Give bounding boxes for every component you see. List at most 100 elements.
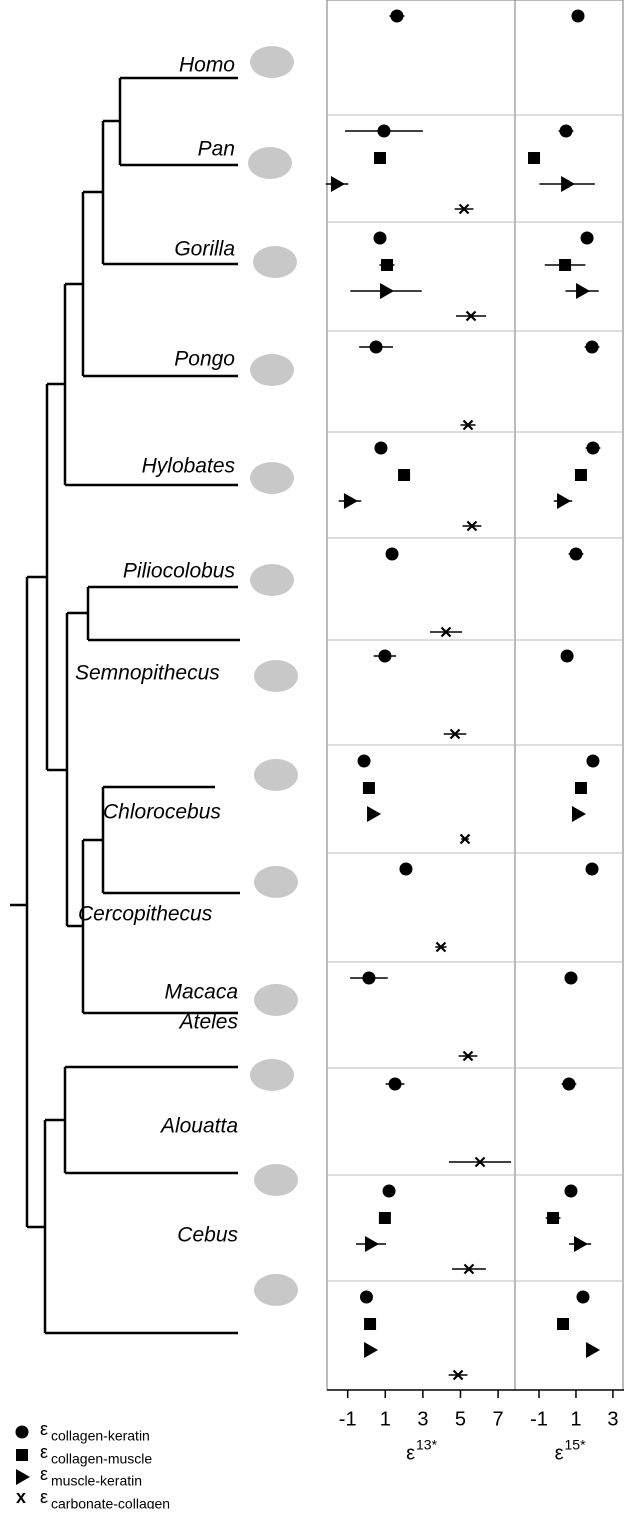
taxon-label: Macaca <box>164 981 238 1004</box>
legend-marker <box>16 1449 28 1461</box>
data-point <box>561 650 574 663</box>
animal-icon <box>250 46 294 78</box>
data-point <box>586 442 599 455</box>
data-point <box>569 548 582 561</box>
data-point <box>564 1185 577 1198</box>
animal-icon <box>254 984 298 1016</box>
x-tick-label: 7 <box>493 1408 504 1430</box>
data-point <box>586 1342 600 1358</box>
animal-icon <box>254 866 298 898</box>
x-tick-label: -1 <box>530 1408 548 1430</box>
data-point <box>360 1291 373 1304</box>
data-point <box>557 1318 569 1330</box>
animal-icon <box>250 564 294 596</box>
data-point <box>399 863 412 876</box>
legend-label: carbonate-collagen <box>51 1496 170 1509</box>
x-axis-label-sup: 13* <box>416 1437 438 1453</box>
taxon-label: Ateles <box>178 1011 239 1034</box>
taxon-label: Gorilla <box>174 238 235 261</box>
animal-icon <box>254 660 298 692</box>
data-point <box>576 283 590 299</box>
taxon-label: Cebus <box>177 1224 238 1247</box>
data-point <box>381 259 393 271</box>
data-point <box>374 232 387 245</box>
data-point <box>586 863 599 876</box>
animal-icon <box>254 759 298 791</box>
data-point <box>365 1236 379 1252</box>
animal-icon <box>248 147 292 179</box>
taxon-label: Pongo <box>174 348 235 371</box>
taxon-label: Pan <box>198 138 235 161</box>
legend-label: muscle-keratin <box>51 1473 142 1489</box>
data-point <box>377 125 390 138</box>
animal-icon <box>250 1059 294 1091</box>
data-point <box>362 972 375 985</box>
data-point <box>386 548 399 561</box>
x-tick-label: 5 <box>455 1408 466 1430</box>
data-point <box>379 1212 391 1224</box>
page: {"chart_data": { "type": "dot", "categor… <box>0 0 624 1514</box>
taxon-label: Alouatta <box>159 1115 238 1138</box>
data-point <box>576 1291 589 1304</box>
tree-branches <box>10 78 240 1333</box>
data-point <box>559 259 571 271</box>
data-point <box>364 1342 378 1358</box>
data-point <box>581 232 594 245</box>
data-point <box>561 176 575 192</box>
legend-symbol: x <box>16 1487 26 1507</box>
data-point <box>559 125 572 138</box>
legend-symbol: ε <box>40 1419 48 1439</box>
taxon-label: Piliocolobus <box>123 560 236 583</box>
data-point <box>575 782 587 794</box>
legend-symbol: ε <box>40 1487 48 1507</box>
data-point <box>374 442 387 455</box>
animal-icon <box>253 246 297 278</box>
taxon-label: Semnopithecus <box>75 662 220 685</box>
legend-marker <box>16 1426 29 1439</box>
taxon-label: Hylobates <box>142 455 236 478</box>
taxon-label: Chlorocebus <box>103 801 221 824</box>
data-point <box>528 152 540 164</box>
x-axis-label: ε <box>555 1442 564 1464</box>
data-point <box>370 341 383 354</box>
x-tick-label: -1 <box>339 1408 357 1430</box>
data-point <box>374 152 386 164</box>
data-point <box>586 341 599 354</box>
legend-symbol: ε <box>40 1442 48 1462</box>
taxon-label: Cercopithecus <box>78 903 213 926</box>
data-point <box>562 1078 575 1091</box>
x-tick-label: 1 <box>380 1408 391 1430</box>
figure: Homo Pan Gorilla Pongo Hylobates Piliocolobus… <box>0 0 624 1509</box>
legend-label: collagen-muscle <box>51 1451 152 1467</box>
data-point <box>378 650 391 663</box>
data-point <box>358 755 371 768</box>
animal-icons <box>248 46 298 1306</box>
data-point <box>344 493 358 509</box>
data-point <box>398 469 410 481</box>
x-axis-label: ε <box>406 1442 415 1464</box>
data-point <box>547 1212 559 1224</box>
taxon-label: Homo <box>179 54 235 77</box>
data-point <box>363 782 375 794</box>
data-point <box>572 806 586 822</box>
data-point <box>390 10 403 23</box>
legend-marker <box>16 1469 30 1485</box>
data-point <box>364 1318 376 1330</box>
animal-icon <box>250 462 294 494</box>
animal-icon <box>250 354 294 386</box>
x-tick-label: 3 <box>417 1408 428 1430</box>
x-tick-label: 1 <box>570 1408 581 1430</box>
data-point <box>574 1236 588 1252</box>
plot-frame <box>327 0 623 1390</box>
data-point <box>367 806 381 822</box>
legend-label: collagen-keratin <box>51 1428 150 1444</box>
animal-icon <box>254 1274 298 1306</box>
data-point <box>389 1078 402 1091</box>
x-axis-label-sup: 15* <box>565 1437 587 1453</box>
data-point <box>380 283 394 299</box>
data-point <box>557 493 571 509</box>
legend-symbol: ε <box>40 1464 48 1484</box>
data-point <box>564 972 577 985</box>
data-point <box>571 10 584 23</box>
data-point <box>575 469 587 481</box>
